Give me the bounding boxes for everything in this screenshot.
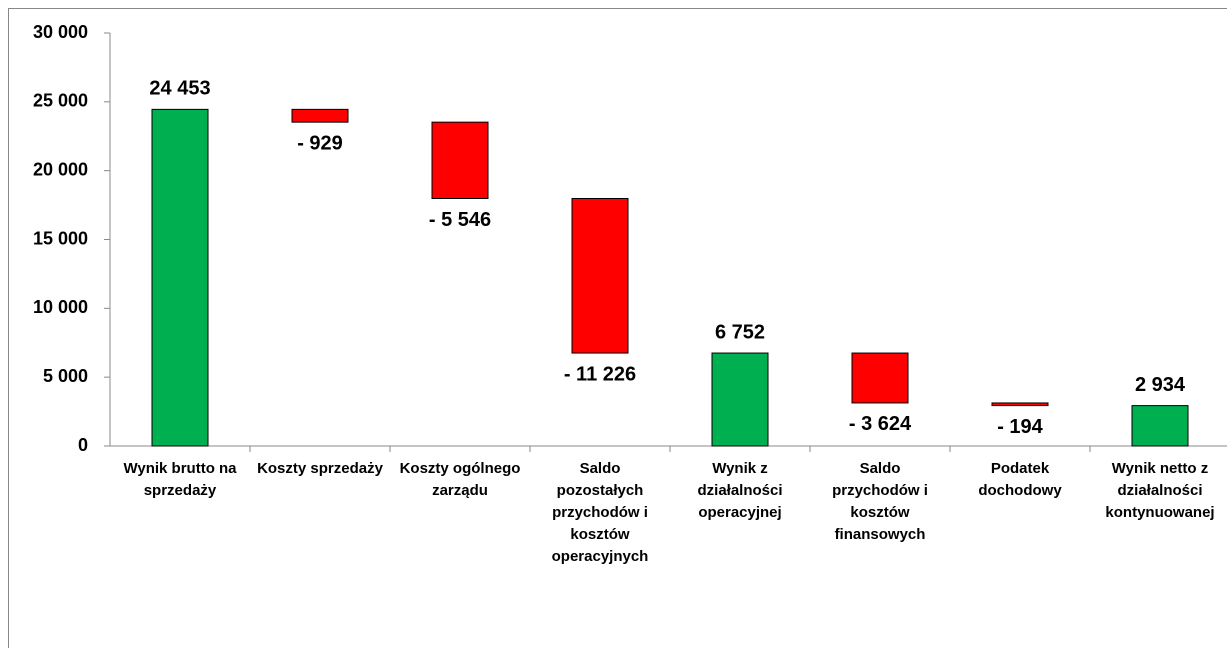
value-label: - 11 226: [564, 363, 636, 385]
y-tick-label: 0: [78, 435, 88, 455]
y-tick-label: 10 000: [33, 297, 88, 317]
x-tick-label: Wynik netto z działalności kontynuowanej: [1105, 460, 1215, 521]
x-tick-label: Wynik z działalności operacyjnej: [697, 460, 783, 521]
y-tick-label: 20 000: [33, 159, 88, 179]
x-tick-label: Saldo przychodów i kosztów finansowych: [832, 460, 928, 543]
value-label: 6 752: [715, 321, 765, 343]
y-tick-label: 30 000: [33, 22, 88, 42]
value-label: 2 934: [1135, 374, 1186, 396]
bar: [851, 352, 909, 404]
value-label: 24 453: [149, 78, 210, 100]
bar: [151, 108, 209, 447]
value-label: - 929: [297, 132, 343, 154]
bar: [571, 198, 629, 354]
x-tick-label: Koszty ogólnego zarządu: [399, 460, 521, 499]
bar: [991, 402, 1049, 407]
x-tick-label: Koszty sprzedaży: [257, 460, 383, 477]
y-tick-label: 25 000: [33, 91, 88, 111]
x-tick-label: Wynik brutto na sprzedaży: [123, 460, 237, 499]
x-tick-label: Podatek dochodowy: [978, 460, 1062, 499]
bar: [431, 121, 489, 200]
chart-border: [8, 8, 1227, 648]
x-tick-label: Saldo pozostałych przychodów i kosztów o…: [551, 460, 649, 565]
value-label: - 194: [997, 416, 1043, 438]
bar: [291, 108, 349, 123]
value-label: - 3 624: [849, 413, 912, 435]
y-tick-label: 15 000: [33, 228, 88, 248]
y-tick-label: 5 000: [43, 366, 88, 386]
value-label: - 5 546: [429, 209, 491, 231]
bar: [711, 352, 769, 447]
bar: [1131, 405, 1189, 447]
